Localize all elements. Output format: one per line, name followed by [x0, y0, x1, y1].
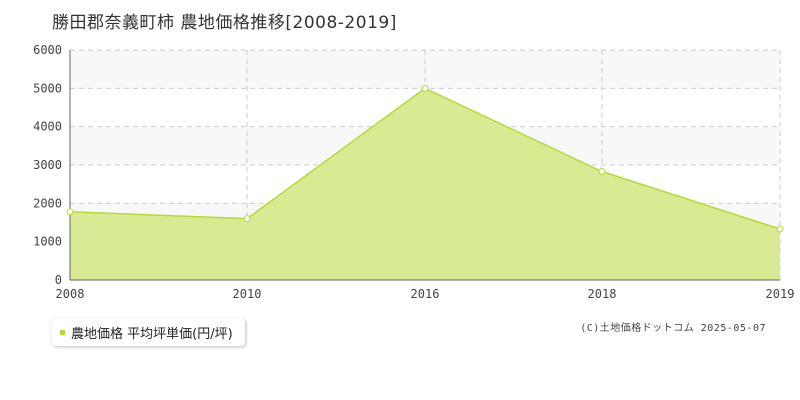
x-tick-label: 2018: [588, 287, 617, 301]
area-fill: [70, 88, 780, 280]
y-tick-label: 2000: [33, 196, 62, 210]
y-tick-labels: 0 1000 2000 3000 4000 5000 6000: [33, 43, 62, 287]
y-tick-label: 1000: [33, 235, 62, 249]
x-tick-label: 2019: [766, 287, 795, 301]
copyright-credit: (C)土地価格ドットコム 2025-05-07: [580, 323, 766, 334]
legend: 農地価格 平均坪単価(円/坪): [52, 318, 245, 346]
y-tick-label: 6000: [33, 43, 62, 57]
data-point: [421, 84, 429, 92]
data-point: [598, 168, 606, 176]
x-tick-label: 2010: [233, 287, 262, 301]
data-point: [776, 225, 784, 233]
axes: [69, 50, 780, 281]
data-markers: [66, 84, 784, 233]
y-tick-label: 5000: [33, 81, 62, 95]
data-point: [243, 215, 251, 223]
y-tick-label: 3000: [33, 158, 62, 172]
series-area: [69, 87, 781, 280]
chart-title: 勝田郡奈義町柿 農地価格推移[2008-2019]: [52, 13, 397, 33]
y-tick-label: 0: [55, 273, 62, 287]
x-tick-labels: 2008 2010 2016 2018 2019: [56, 287, 795, 301]
legend-label: 農地価格 平均坪単価(円/坪): [71, 326, 233, 342]
y-tick-label: 4000: [33, 120, 62, 134]
legend-swatch: [60, 329, 65, 335]
data-point: [66, 208, 74, 216]
x-tick-label: 2016: [411, 287, 440, 301]
x-tick-label: 2008: [56, 287, 85, 301]
